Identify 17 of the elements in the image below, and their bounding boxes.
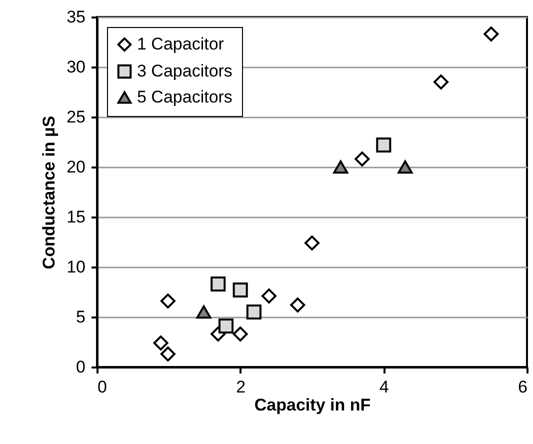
y-tick-label: 15	[66, 208, 86, 226]
legend-label: 1 Capacitor	[137, 34, 224, 54]
y-tick-label: 10	[66, 258, 86, 276]
y-tick-label: 35	[66, 8, 86, 26]
x-axis-title: Capacity in nF	[254, 396, 371, 414]
y-tick-label: 20	[66, 158, 86, 176]
y-tick-label: 30	[66, 58, 86, 76]
legend-label: 3 Capacitors	[137, 62, 232, 80]
x-tick-label: 2	[236, 378, 246, 396]
y-axis-title: Conductance in µS	[40, 116, 59, 270]
legend-label: 5 Capacitors	[137, 88, 232, 106]
y-tick-label: 0	[76, 358, 86, 376]
x-tick-label: 6	[518, 378, 528, 396]
x-tick-label: 0	[98, 378, 107, 396]
y-tick-label: 25	[66, 108, 86, 126]
y-tick-label: 5	[76, 308, 86, 326]
x-tick-label: 4	[379, 378, 389, 396]
